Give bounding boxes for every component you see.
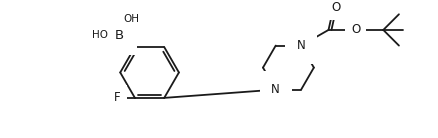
- Text: N: N: [297, 39, 306, 52]
- Text: HO: HO: [92, 30, 108, 40]
- Text: B: B: [115, 29, 124, 42]
- Text: O: O: [351, 23, 360, 36]
- Text: N: N: [272, 83, 280, 96]
- Text: OH: OH: [123, 14, 139, 24]
- Text: O: O: [332, 1, 341, 14]
- Text: F: F: [114, 91, 120, 104]
